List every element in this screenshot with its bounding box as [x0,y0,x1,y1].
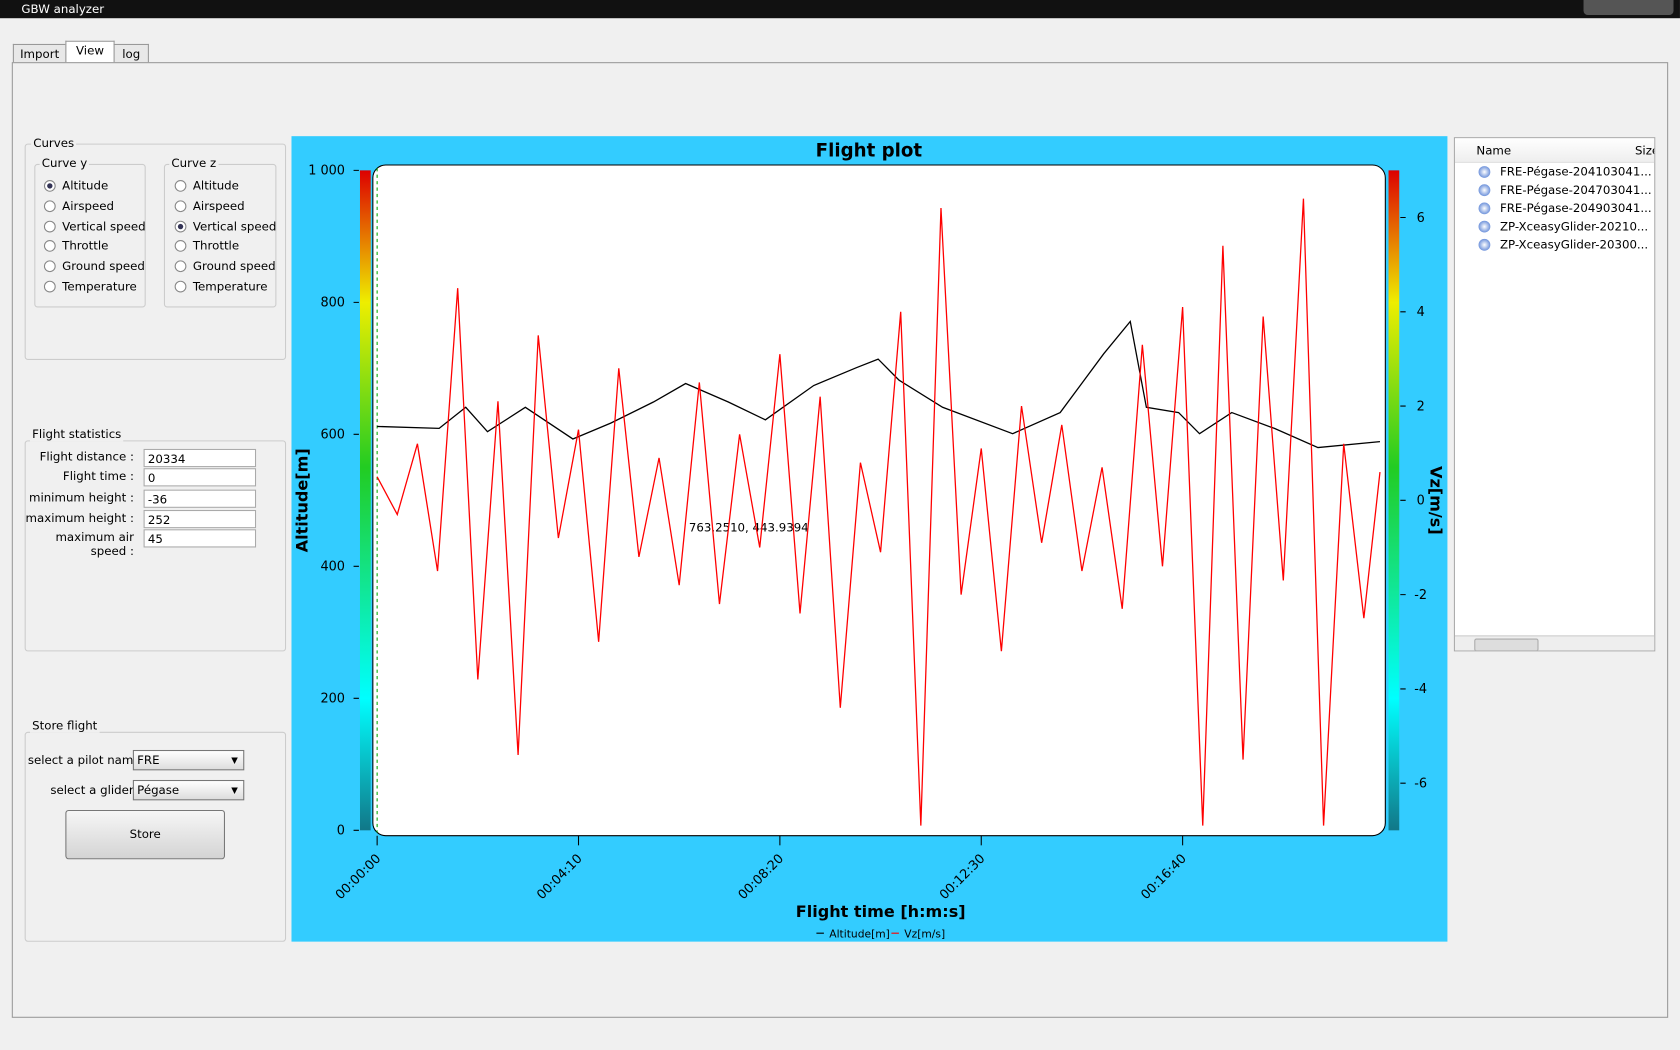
radio-button[interactable] [43,260,56,273]
group-title: Curve y [39,156,90,171]
color-bar [1388,170,1400,831]
y2-tick-label: -4 [1414,682,1427,697]
scroll-thumb[interactable] [1474,638,1539,651]
radio-label: Altitude [192,178,239,193]
stat-label: Flight time : [62,469,134,484]
y-tick-label: 1 000 [308,164,345,179]
legend-label: Altitude[m] [829,927,890,940]
radio-label: Altitude [62,178,109,193]
radio-label: Ground speed [192,259,276,274]
legend-label: Vz[m/s] [904,927,945,940]
y-axis-label: Altitude[m] [292,448,311,552]
tab[interactable]: log [113,43,149,64]
file-name[interactable]: FRE-Pégase-204103041... [1499,164,1652,179]
pilot-label: select a pilot name : [27,753,149,768]
radio-label: Airspeed [192,199,245,214]
stat-label: minimum height : [28,490,134,505]
radio-button[interactable] [174,280,187,293]
glider-combo[interactable]: Pégase ▼ [132,779,245,801]
window-title: GBW analyzer [21,2,105,17]
glider-value: Pégase [137,783,180,798]
x-axis-label: Flight time [h:m:s] [796,902,966,921]
file-icon [1478,166,1491,178]
radio-label: Throttle [62,238,109,253]
h-scrollbar[interactable] [1454,635,1655,651]
group-title: Store flight [29,718,100,733]
column-header[interactable]: Name [1476,143,1512,158]
file-icon [1478,220,1491,233]
radio-label: Vertical speed [62,219,146,234]
list-header: Name Size [1454,138,1654,163]
radio-button[interactable] [43,280,56,293]
radio-button[interactable] [174,260,187,273]
color-bar [359,170,371,831]
statistics-group [24,440,287,652]
column-header[interactable]: Size [1634,143,1654,158]
tab[interactable]: Import [12,43,67,64]
store-button[interactable]: Store [65,809,225,860]
radio-button[interactable] [174,239,187,252]
y2-axis-label: Vz[m/s] [1426,466,1445,535]
y-tick-label: 400 [320,560,345,575]
radio-button[interactable] [43,179,56,192]
curve-z-group [163,163,277,308]
group-title: Flight statistics [29,427,124,442]
radio-label: Airspeed [62,199,114,214]
y2-tick-label: 0 [1417,494,1425,509]
radio-label: Throttle [192,238,240,253]
pilot-combo[interactable]: FRE ▼ [132,749,245,771]
group-title: Curves [31,136,77,150]
tab[interactable]: View [65,40,115,65]
radio-button[interactable] [43,239,56,252]
file-name[interactable]: ZP-XceasyGlider-20210... [1499,219,1649,234]
annotation: 763.2510, 443.9394 [689,520,809,534]
file-icon [1478,184,1491,197]
y-tick-label: 600 [320,428,345,443]
curve-y-group [34,163,146,308]
file-icon [1478,238,1491,251]
curves-group [24,143,287,360]
stat-field[interactable]: -36 [143,489,257,508]
file-name[interactable]: FRE-Pégase-204703041... [1499,183,1652,198]
stat-label: Flight distance : [39,449,134,464]
stat-field[interactable]: 20334 [143,448,257,468]
radio-button[interactable] [43,220,56,233]
file-icon [1478,202,1491,215]
store-group [24,731,287,942]
glider-label: select a glider : [50,783,142,798]
y2-tick-label: 6 [1417,211,1425,226]
radio-button[interactable] [43,200,56,213]
series-line [376,198,1381,826]
radio-button[interactable] [174,179,187,192]
y-tick-label: 800 [320,296,345,311]
y2-tick-label: 4 [1417,305,1425,320]
chart: Flight plot Flight time [h:m:s] Altitude… [291,136,1448,942]
y2-tick-label: -6 [1414,776,1427,791]
y2-tick-label: -2 [1414,588,1427,603]
stat-label: maximum height : [25,511,134,525]
radio-label: Vertical speed [192,219,277,234]
series-line [377,320,1381,449]
window-controls[interactable] [1583,0,1674,15]
file-list: Name Size FRE-Pégase-204103041... FRE-Pég… [1453,137,1656,652]
title-bar: GBW analyzer [0,0,1680,19]
radio-label: Ground speed [62,259,145,274]
radio-label: Temperature [192,279,268,294]
radio-button[interactable] [174,220,187,233]
radio-label: Temperature [62,279,137,294]
group-title: Curve z [169,156,219,171]
pilot-value: FRE [137,753,160,768]
y-tick-label: 200 [320,692,345,707]
file-name[interactable]: ZP-XceasyGlider-20300... [1499,237,1649,252]
stat-label: maximum air speed : [55,530,134,559]
stat-field[interactable]: 0 [143,468,257,487]
radio-button[interactable] [174,200,187,213]
y2-tick-label: 2 [1417,399,1425,414]
y-tick-label: 0 [337,824,345,839]
file-name[interactable]: FRE-Pégase-204903041... [1499,201,1652,216]
stat-field[interactable]: 252 [143,509,257,529]
chart-title: Flight plot [816,140,923,161]
stat-field[interactable]: 45 [143,529,257,548]
